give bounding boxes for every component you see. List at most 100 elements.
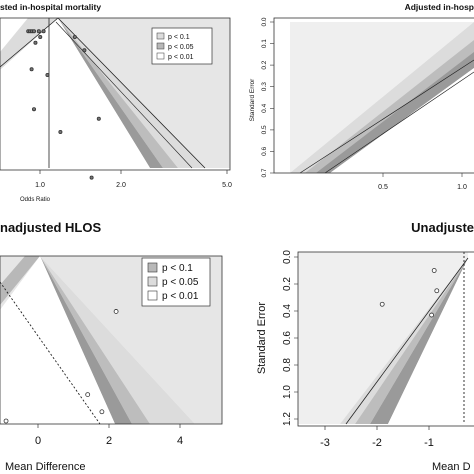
panel-1-xlabel: Odds Ratio [20, 197, 51, 203]
panel-1-xtick-2: 2.0 [116, 182, 126, 189]
panel-2-region-p001 [316, 52, 474, 173]
legend-swatch-p01 [147, 262, 158, 273]
panel-3-xtick-2: 2 [106, 435, 112, 447]
p1-data-point-4 [32, 29, 37, 34]
p1-data-point-9 [72, 35, 77, 40]
p4-data-point-1 [431, 268, 437, 273]
p1-data-point-11 [29, 67, 34, 72]
panel-4-ylabel: Standard Error [256, 302, 268, 374]
panel-2-ytick-1: 0.1 [261, 39, 268, 48]
panel-4-xtick-3: -1 [424, 437, 434, 449]
panel-1-title: sted in-hospital mortality [0, 2, 101, 12]
panel-4-ytick-4: 0.8 [282, 358, 293, 372]
panel-4-ytick-1: 0.2 [282, 277, 293, 291]
legend-swatch-p001 [147, 290, 158, 301]
panel-3-white-triangle [0, 256, 115, 424]
legend-entry-3: p < 0.01 [168, 54, 194, 61]
panel-unadjusted-hlos: nadjusted HLOS p < 0.1 p < 0.05 p < 0.01 [0, 220, 223, 473]
panel-4-ytick-6: 1.2 [282, 412, 293, 426]
panel-4-funnel-line [345, 257, 469, 425]
panel-1-funnel-line-right [57, 17, 206, 169]
panel-1-xtick-1: 1.0 [35, 182, 45, 189]
panel-2-yaxis: 0.0 0.1 0.2 0.3 0.4 0.5 0.6 0.7 Standard… [249, 17, 274, 178]
panel-4-yaxis: 0.0 0.2 0.4 0.6 0.8 1.0 1.2 Standard Err… [256, 250, 298, 426]
p1-data-point-6 [38, 35, 43, 40]
panel-4-region-p001 [370, 258, 468, 424]
panel-2-regression-line [299, 59, 474, 174]
panel-2-ytick-0: 0.0 [261, 17, 268, 26]
p1-data-point-7 [41, 29, 46, 34]
legend-swatch-p001 [156, 52, 165, 60]
legend-entry-3: p < 0.01 [162, 291, 199, 302]
panel-4-region-light [298, 252, 468, 424]
panel-3-dotted-line [0, 281, 101, 425]
panel-3-xtick-1: 0 [35, 435, 41, 447]
panel-2-ytick-4: 0.4 [261, 103, 268, 112]
panel-3-region-p01 [40, 256, 195, 424]
panel-4-ytick-0: 0.0 [282, 250, 293, 264]
p3-data-point-5 [3, 418, 9, 424]
panel-2-region-p01 [290, 22, 474, 173]
panel-1-xtick-3: 5.0 [222, 182, 232, 189]
p3-data-point-2 [113, 309, 119, 314]
panel-2-region-p005 [305, 40, 474, 173]
panel-3-region-left-dark [0, 256, 40, 305]
panel-4-xtick-2: -2 [372, 437, 382, 449]
p4-data-point-3 [379, 301, 385, 307]
panel-1-points [26, 29, 101, 180]
p1-data-point-14 [96, 116, 101, 121]
panel-2-ytick-6: 0.6 [261, 147, 268, 156]
panel-4-plot-area [297, 251, 474, 427]
p1-data-point-15 [58, 129, 63, 134]
panel-1-funnel-line-left [0, 17, 59, 68]
panel-2-funnel-line [324, 71, 474, 174]
panel-2-title: Adjusted in-hosp [405, 2, 474, 12]
p3-data-point-4 [99, 409, 105, 415]
panel-4-xtick-1: -3 [320, 437, 330, 449]
p4-data-point-4 [429, 312, 435, 318]
p3-data-point-3 [85, 392, 91, 398]
p1-data-point-16 [89, 175, 94, 180]
panel-4-title: Unadjuste [411, 220, 474, 235]
panel-2-ylabel: Standard Error [249, 78, 256, 121]
panel-3-plot-area [0, 255, 223, 425]
p1-data-point-8 [33, 40, 38, 45]
panel-4-ytick-3: 0.6 [282, 331, 293, 345]
panel-1-regression-line [55, 21, 193, 169]
legend-entry-1: p < 0.1 [162, 263, 193, 274]
panel-adjusted-mortality: sted in-hospital mortality p < 0.1 p < 0… [0, 2, 232, 203]
panel-2-ytick-2: 0.2 [261, 60, 268, 69]
panel-2-ytick-3: 0.3 [261, 82, 268, 91]
legend-swatch-p005 [156, 42, 165, 50]
legend-entry-2: p < 0.05 [162, 277, 199, 288]
legend-swatch-p005 [147, 276, 158, 287]
panel-4-white-triangle [388, 258, 474, 424]
panel-2-ytick-7: 0.7 [261, 168, 268, 177]
panel-3-xlabel: Mean Difference [5, 461, 86, 473]
p1-data-point-10 [82, 48, 87, 53]
panel-2-plot-area [273, 17, 474, 174]
p1-data-point-13 [32, 107, 37, 112]
p4-data-point-2 [434, 288, 440, 294]
panel-3-legend: p < 0.1 p < 0.05 p < 0.01 [141, 257, 211, 307]
panel-1-white-triangle [0, 18, 150, 168]
panel-2-xtick-1: 0.5 [378, 184, 388, 191]
p1-data-point-5 [36, 29, 41, 34]
panel-1-legend: p < 0.1 p < 0.05 p < 0.01 [151, 27, 213, 65]
panel-3-title: nadjusted HLOS [0, 220, 101, 235]
panel-3-points [3, 309, 119, 424]
panel-4-points [379, 268, 440, 318]
panel-unadjusted-right: Unadjuste 0.0 0.2 0.4 0.6 0.8 1. [256, 220, 474, 473]
panel-3-region-p005 [40, 256, 150, 424]
panel-4-ytick-5: 1.0 [282, 385, 293, 399]
panel-2-ytick-5: 0.5 [261, 125, 268, 134]
panel-3-region-p001 [40, 256, 132, 424]
panel-1-region-p001 [58, 18, 163, 168]
p1-data-point-12 [45, 73, 50, 78]
panel-adjusted-mortality-2: Adjusted in-hosp 0.0 0.1 0.2 0 [249, 2, 474, 191]
panel-4-region-p01 [340, 258, 468, 424]
panel-4-region-p005 [355, 258, 468, 424]
legend-entry-1: p < 0.1 [168, 34, 190, 41]
panel-3-xtick-3: 4 [177, 435, 183, 447]
